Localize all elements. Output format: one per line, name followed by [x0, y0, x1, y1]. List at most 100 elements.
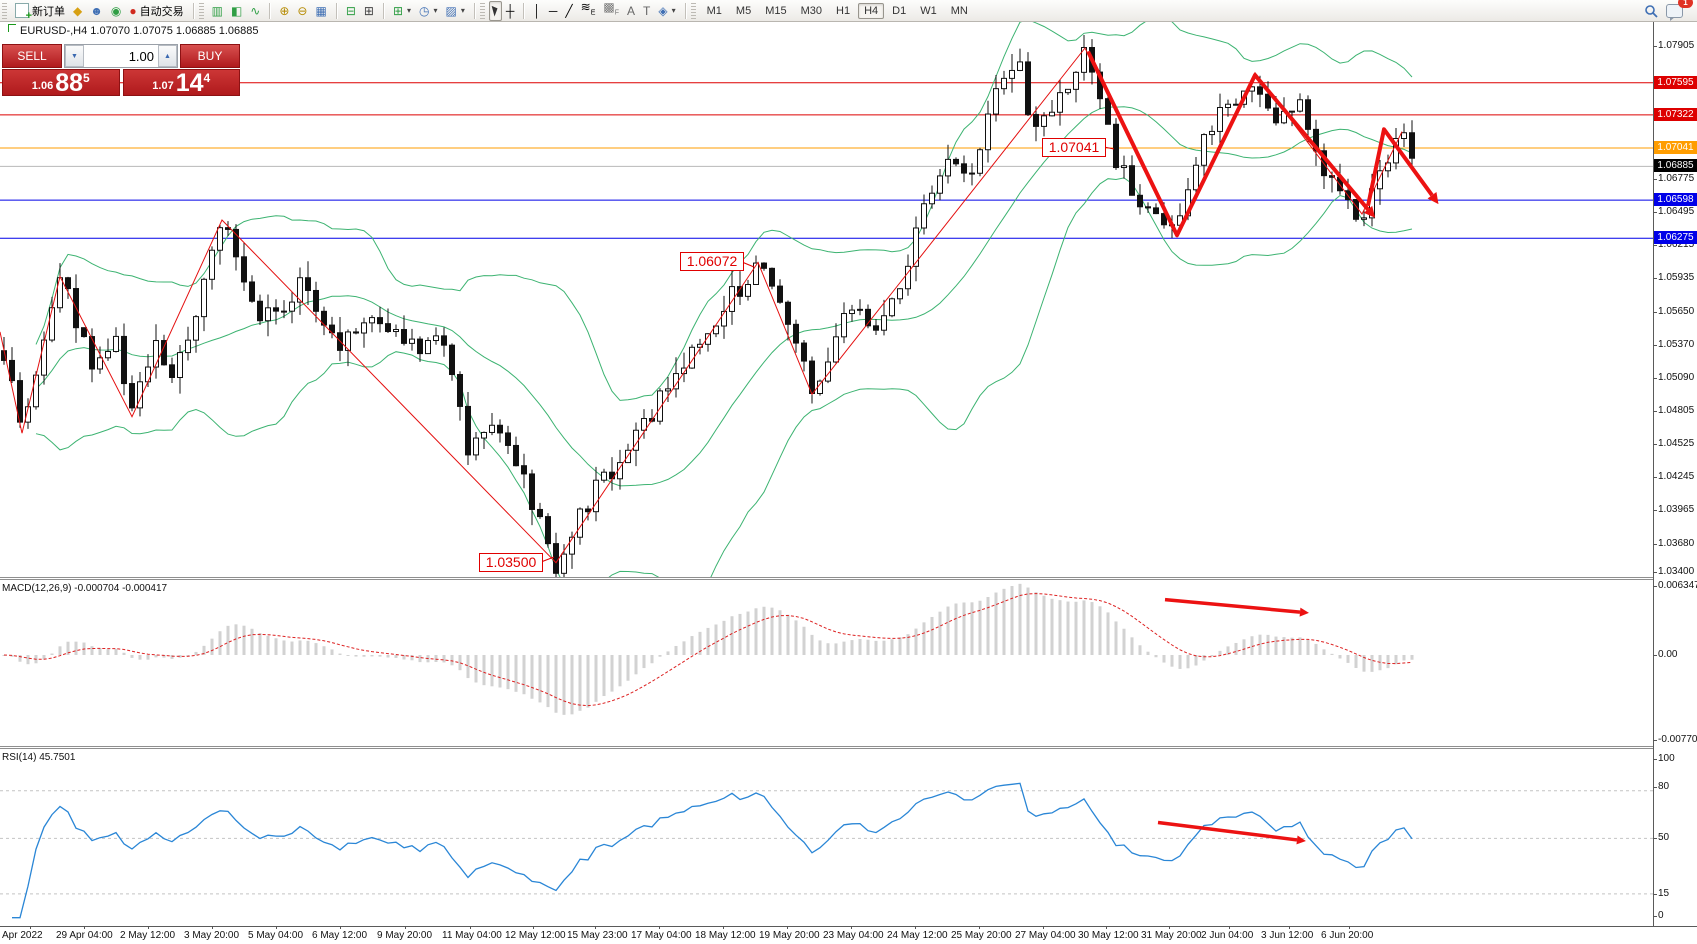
- price-chart[interactable]: [0, 22, 1653, 577]
- timeframe-button-d1[interactable]: D1: [892, 4, 907, 17]
- cascade-button[interactable]: ⊞: [360, 1, 378, 21]
- channel-grid-icon: ▩F: [603, 0, 620, 17]
- price-axis-tick: 1.05650: [1658, 305, 1695, 317]
- axis-tick-mark: [1653, 916, 1657, 917]
- chart-shift-button[interactable]: ▨ ▾: [442, 1, 469, 21]
- time-tick-mark: [787, 926, 788, 929]
- cascade-icon: ⊞: [363, 3, 374, 18]
- fibonacci-tool-button[interactable]: ≋E: [577, 1, 600, 21]
- line-chart-icon: ∿: [250, 3, 261, 18]
- price-axis-tick: 1.04245: [1658, 471, 1695, 483]
- trendline-tool-button[interactable]: ╱: [561, 1, 576, 21]
- volume-increase-button[interactable]: ▲: [158, 45, 177, 67]
- label-tool-button[interactable]: T: [639, 1, 654, 21]
- axis-tick-mark: [1653, 586, 1657, 587]
- profiles-button[interactable]: ◷ ▾: [415, 1, 442, 21]
- price-axis-tick: 1.07905: [1658, 40, 1695, 52]
- chart-shift-icon: ▨: [445, 3, 457, 18]
- time-tick-mark: [595, 926, 596, 929]
- autotrade-button[interactable]: ● 自动交易: [125, 1, 187, 21]
- toolbar-drag-handle[interactable]: [2, 2, 7, 19]
- price-axis-tick: 1.04525: [1658, 438, 1695, 450]
- label-icon: T: [643, 3, 651, 18]
- time-axis-label: 2 May 12:00: [120, 930, 176, 941]
- channel-tool-button[interactable]: ▩F: [599, 1, 623, 21]
- new-order-button[interactable]: 新订单: [11, 1, 69, 21]
- macd-pane[interactable]: [0, 580, 1653, 746]
- time-axis-label: Apr 2022: [2, 930, 43, 941]
- community-button[interactable]: ☻: [86, 1, 107, 21]
- timeframe-button-w1[interactable]: W1: [920, 4, 937, 17]
- vertical-line-tool-button[interactable]: │: [529, 1, 545, 21]
- time-tick-mark: [405, 926, 406, 929]
- rsi-axis-50: 50: [1658, 832, 1670, 843]
- timeframe-button-m1[interactable]: M1: [706, 4, 722, 17]
- tile-windows-button[interactable]: ▦: [311, 1, 330, 21]
- news-signal-button[interactable]: ◉: [107, 1, 125, 21]
- line-chart-mode-button[interactable]: ∿: [246, 1, 264, 21]
- gold-bars-icon: ◆: [73, 3, 83, 18]
- zoom-in-icon: ⊕: [279, 3, 290, 18]
- horizontal-line-tool-button[interactable]: ─: [545, 1, 562, 21]
- notifications-button[interactable]: 1: [1662, 0, 1693, 21]
- pane-separator[interactable]: [0, 577, 1653, 578]
- chart-price-callout[interactable]: 1.03500: [479, 553, 543, 572]
- sell-button[interactable]: SELL: [2, 44, 62, 68]
- timeframe-button-h1[interactable]: H1: [836, 4, 851, 17]
- buy-button[interactable]: BUY: [180, 44, 240, 68]
- zoom-out-button[interactable]: ⊖: [293, 1, 311, 21]
- rsi-pane[interactable]: [0, 748, 1653, 926]
- time-axis-label: 17 May 04:00: [631, 930, 692, 941]
- bar-chart-mode-button[interactable]: ▥: [208, 1, 227, 21]
- time-axis-label: 6 Jun 20:00: [1321, 930, 1374, 941]
- time-tick-mark: [212, 926, 213, 929]
- pane-separator[interactable]: [0, 748, 1653, 749]
- search-button[interactable]: [1640, 1, 1662, 21]
- auto-arrange-button[interactable]: ⊟: [342, 1, 360, 21]
- timeframe-button-m5[interactable]: M5: [735, 4, 752, 17]
- chart-price-callout[interactable]: 1.06072: [680, 252, 744, 271]
- buy-price-tile[interactable]: 1.07 14 4: [122, 69, 240, 96]
- candlestick-icon: ◧: [230, 3, 243, 18]
- candlestick-mode-button[interactable]: ◧: [227, 1, 246, 21]
- timeframe-button-m15[interactable]: M15: [765, 4, 787, 17]
- macd-axis-min: -0.007703: [1658, 734, 1697, 745]
- notification-badge: 1: [1678, 0, 1693, 8]
- timeframe-button-m30[interactable]: M30: [800, 4, 822, 17]
- axis-tick-mark: [1653, 179, 1657, 181]
- volume-input[interactable]: [84, 45, 158, 67]
- pane-separator[interactable]: [0, 579, 1653, 580]
- rsi-axis-100: 100: [1658, 753, 1675, 764]
- shapes-caret-icon: ▾: [671, 6, 676, 15]
- text-tool-button[interactable]: A: [623, 1, 639, 21]
- text-icon: A: [627, 3, 636, 18]
- timeframe-button-mn[interactable]: MN: [950, 4, 968, 17]
- zoom-in-button[interactable]: ⊕: [275, 1, 293, 21]
- axis-tick-mark: [1653, 894, 1657, 895]
- time-axis-label: 30 May 12:00: [1078, 930, 1139, 941]
- buy-price-small: 1.07: [152, 80, 174, 92]
- market-watch-button[interactable]: ◆: [69, 1, 86, 21]
- axis-tick-mark: [1653, 344, 1657, 346]
- macd-axis-max: 0.006347: [1658, 580, 1697, 591]
- clock-icon: ◷: [419, 3, 430, 18]
- axis-tick-mark: [1653, 444, 1657, 446]
- new-chart-button[interactable]: ⊞ ▾: [389, 1, 415, 21]
- volume-decrease-button[interactable]: ▼: [65, 45, 84, 67]
- axis-tick-mark: [1653, 212, 1657, 214]
- time-tick-mark: [1289, 926, 1290, 929]
- sell-price-tile[interactable]: 1.06 88 5: [2, 69, 120, 96]
- price-axis-tick: 1.05090: [1658, 371, 1695, 383]
- price-axis-tick: 1.06775: [1658, 173, 1695, 185]
- axis-tick-mark: [1653, 838, 1657, 839]
- pane-separator[interactable]: [0, 746, 1653, 747]
- timeframe-button-h4[interactable]: H4: [858, 2, 885, 19]
- time-tick-mark: [1169, 926, 1170, 929]
- shapes-tool-button[interactable]: ◈ ▾: [654, 1, 679, 21]
- crosshair-tool-button[interactable]: ┼: [502, 1, 519, 21]
- chart-price-callout[interactable]: 1.07041: [1042, 138, 1106, 157]
- time-axis-label: 2 Jun 04:00: [1201, 930, 1254, 941]
- time-tick-mark: [148, 926, 149, 929]
- cursor-tool-button[interactable]: [488, 0, 502, 21]
